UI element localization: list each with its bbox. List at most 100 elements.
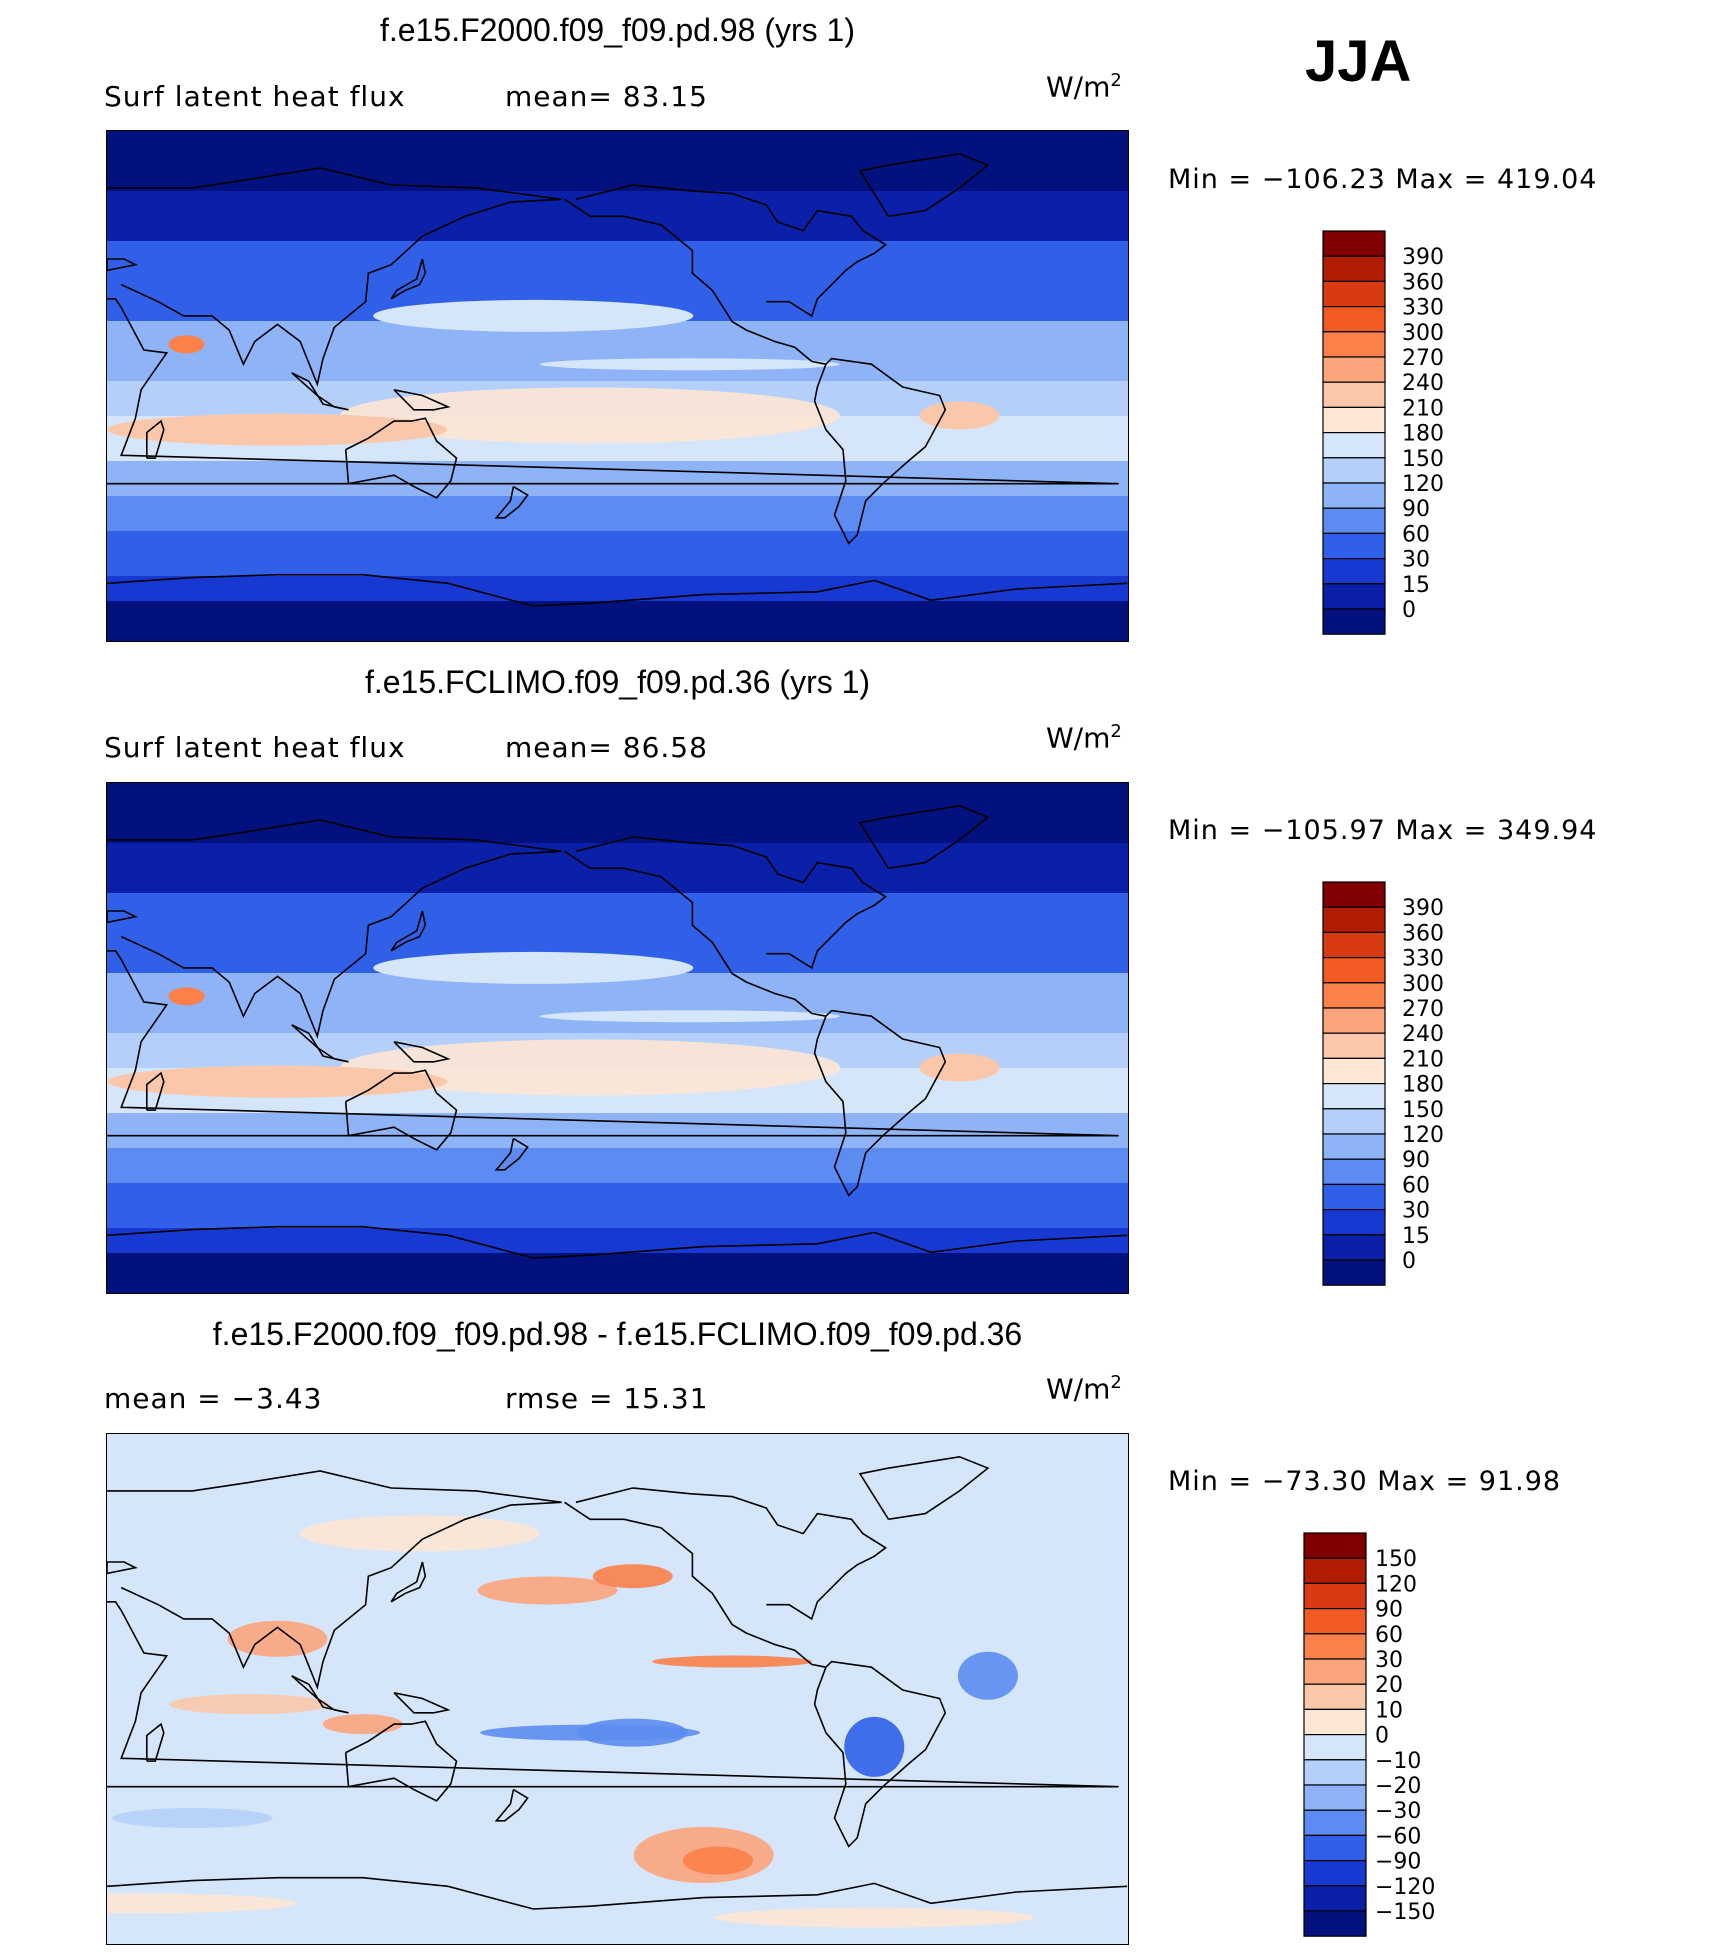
field-blob xyxy=(682,1846,753,1875)
colorbar-tick-label: −120 xyxy=(1375,1875,1435,1900)
colorbar-swatch xyxy=(1322,255,1386,283)
coastline xyxy=(107,819,562,853)
colorbar-swatch xyxy=(1322,482,1386,509)
coastline xyxy=(575,1487,888,1621)
field-band xyxy=(107,1183,1128,1228)
field-band xyxy=(107,321,1128,381)
colorbar-tick-label: 30 xyxy=(1402,1199,1430,1224)
colorbar-swatch xyxy=(1322,406,1386,434)
colorbar-tick-label: 210 xyxy=(1402,396,1444,421)
coastline xyxy=(390,1561,427,1603)
field-blob xyxy=(168,987,205,1006)
coastline xyxy=(107,1225,1128,1259)
colorbar-swatch xyxy=(1322,532,1386,560)
panel1-units-text: W/m xyxy=(1046,70,1111,104)
coastline xyxy=(107,573,1128,607)
colorbar-swatch xyxy=(1303,1734,1367,1761)
coastline xyxy=(145,419,165,459)
colorbar-swatch xyxy=(1322,1234,1386,1261)
colorbar-swatch xyxy=(1303,1683,1367,1710)
colorbar-swatch xyxy=(1322,583,1386,610)
coastline xyxy=(393,1692,451,1714)
panel3-minmax: Min = −73.30 Max = 91.98 xyxy=(1168,1466,1562,1497)
panel1-mean-label: mean= 83.15 xyxy=(505,80,708,113)
panel1-variable-label: Surf latent heat flux xyxy=(104,80,406,113)
field-blob xyxy=(592,1564,673,1589)
field-blob xyxy=(373,951,694,984)
field-band xyxy=(107,131,1128,191)
coastline xyxy=(120,850,562,1039)
coastline xyxy=(564,1501,827,1668)
field-blob xyxy=(340,1039,841,1096)
colorbar-swatch xyxy=(1322,432,1386,459)
colorbar-tick-label: 120 xyxy=(1402,1123,1444,1148)
colorbar-swatch xyxy=(1322,1259,1386,1286)
panel3-units: W/m2 xyxy=(1046,1372,1122,1405)
field-band xyxy=(107,496,1128,531)
colorbar-tick-label: 90 xyxy=(1402,497,1430,522)
field-band xyxy=(107,783,1128,843)
colorbar-swatch xyxy=(1322,1183,1386,1211)
field-blob xyxy=(107,1893,296,1914)
colorbar-tick-label: 60 xyxy=(1375,1623,1403,1648)
coastline xyxy=(813,1660,947,1848)
coastline xyxy=(393,1041,451,1063)
colorbar-swatch xyxy=(1322,457,1386,484)
colorbar-tick-label: 30 xyxy=(1375,1648,1403,1673)
colorbar-swatch xyxy=(1322,1007,1386,1034)
colorbar-swatch xyxy=(1322,1108,1386,1135)
field-band xyxy=(107,531,1128,576)
panel2-minmax: Min = −105.97 Max = 349.94 xyxy=(1168,815,1598,846)
colorbar-tick-label: −150 xyxy=(1375,1900,1435,1925)
coastline xyxy=(107,910,138,924)
colorbar-swatch xyxy=(1303,1582,1367,1610)
colorbar-tick-label: 0 xyxy=(1402,598,1416,623)
colorbar-swatch xyxy=(1303,1708,1367,1736)
colorbar-swatch xyxy=(1303,1834,1367,1862)
colorbar-swatch xyxy=(1322,906,1386,934)
colorbar-tick-label: 270 xyxy=(1402,346,1444,371)
colorbar-swatch xyxy=(1322,956,1386,984)
colorbar-tick-label: 120 xyxy=(1375,1572,1417,1597)
panel3-title: f.e15.F2000.f09_f09.pd.98 - f.e15.FCLIMO… xyxy=(212,1316,1023,1352)
colorbar-tick-label: 10 xyxy=(1375,1698,1403,1723)
colorbar-tick-label: 270 xyxy=(1402,997,1444,1022)
field-blob xyxy=(169,1694,330,1715)
colorbar-tick-label: 300 xyxy=(1402,972,1444,997)
field-blob xyxy=(919,401,1000,430)
coastline xyxy=(291,1024,349,1063)
coastline xyxy=(575,836,888,970)
colorbar-swatch xyxy=(1303,1607,1367,1635)
panel1-map xyxy=(106,130,1129,642)
field-blob xyxy=(480,1724,701,1741)
panel2-units-text: W/m xyxy=(1046,721,1111,755)
panel2-map xyxy=(106,782,1129,1294)
panel3-mean-label: mean = −3.43 xyxy=(104,1382,323,1415)
colorbar-swatch xyxy=(1303,1557,1367,1585)
colorbar-tick-label: 90 xyxy=(1402,1148,1430,1173)
season-label: JJA xyxy=(1305,29,1412,94)
coastline xyxy=(107,1601,1119,1788)
colorbar-tick-label: −10 xyxy=(1375,1749,1421,1774)
coastline xyxy=(393,389,451,411)
field-blob xyxy=(107,1065,448,1098)
field-band xyxy=(107,1148,1128,1183)
panel3-map xyxy=(106,1433,1129,1945)
coastline xyxy=(858,1455,990,1521)
field-blob xyxy=(844,1716,905,1777)
panel2-colorbar: 390 360 330 300 270 240 210 180 150 120 90 60 30 15 0 xyxy=(1322,881,1492,1288)
coastline xyxy=(564,198,827,365)
panel1-units-sup: 2 xyxy=(1110,70,1122,91)
colorbar-swatch xyxy=(1322,558,1386,585)
coastline xyxy=(107,1470,562,1504)
colorbar-tick-label: 180 xyxy=(1402,1073,1444,1098)
panel2-mean-label: mean= 86.58 xyxy=(505,731,708,764)
field-band xyxy=(107,1113,1128,1148)
colorbar-tick-label: −20 xyxy=(1375,1774,1421,1799)
colorbar-swatch xyxy=(1322,280,1386,308)
colorbar-swatch xyxy=(1322,608,1386,635)
coastline xyxy=(107,1561,138,1575)
colorbar-tick-label: 120 xyxy=(1402,472,1444,497)
coastline xyxy=(494,1137,529,1171)
colorbar-swatch xyxy=(1303,1784,1367,1811)
